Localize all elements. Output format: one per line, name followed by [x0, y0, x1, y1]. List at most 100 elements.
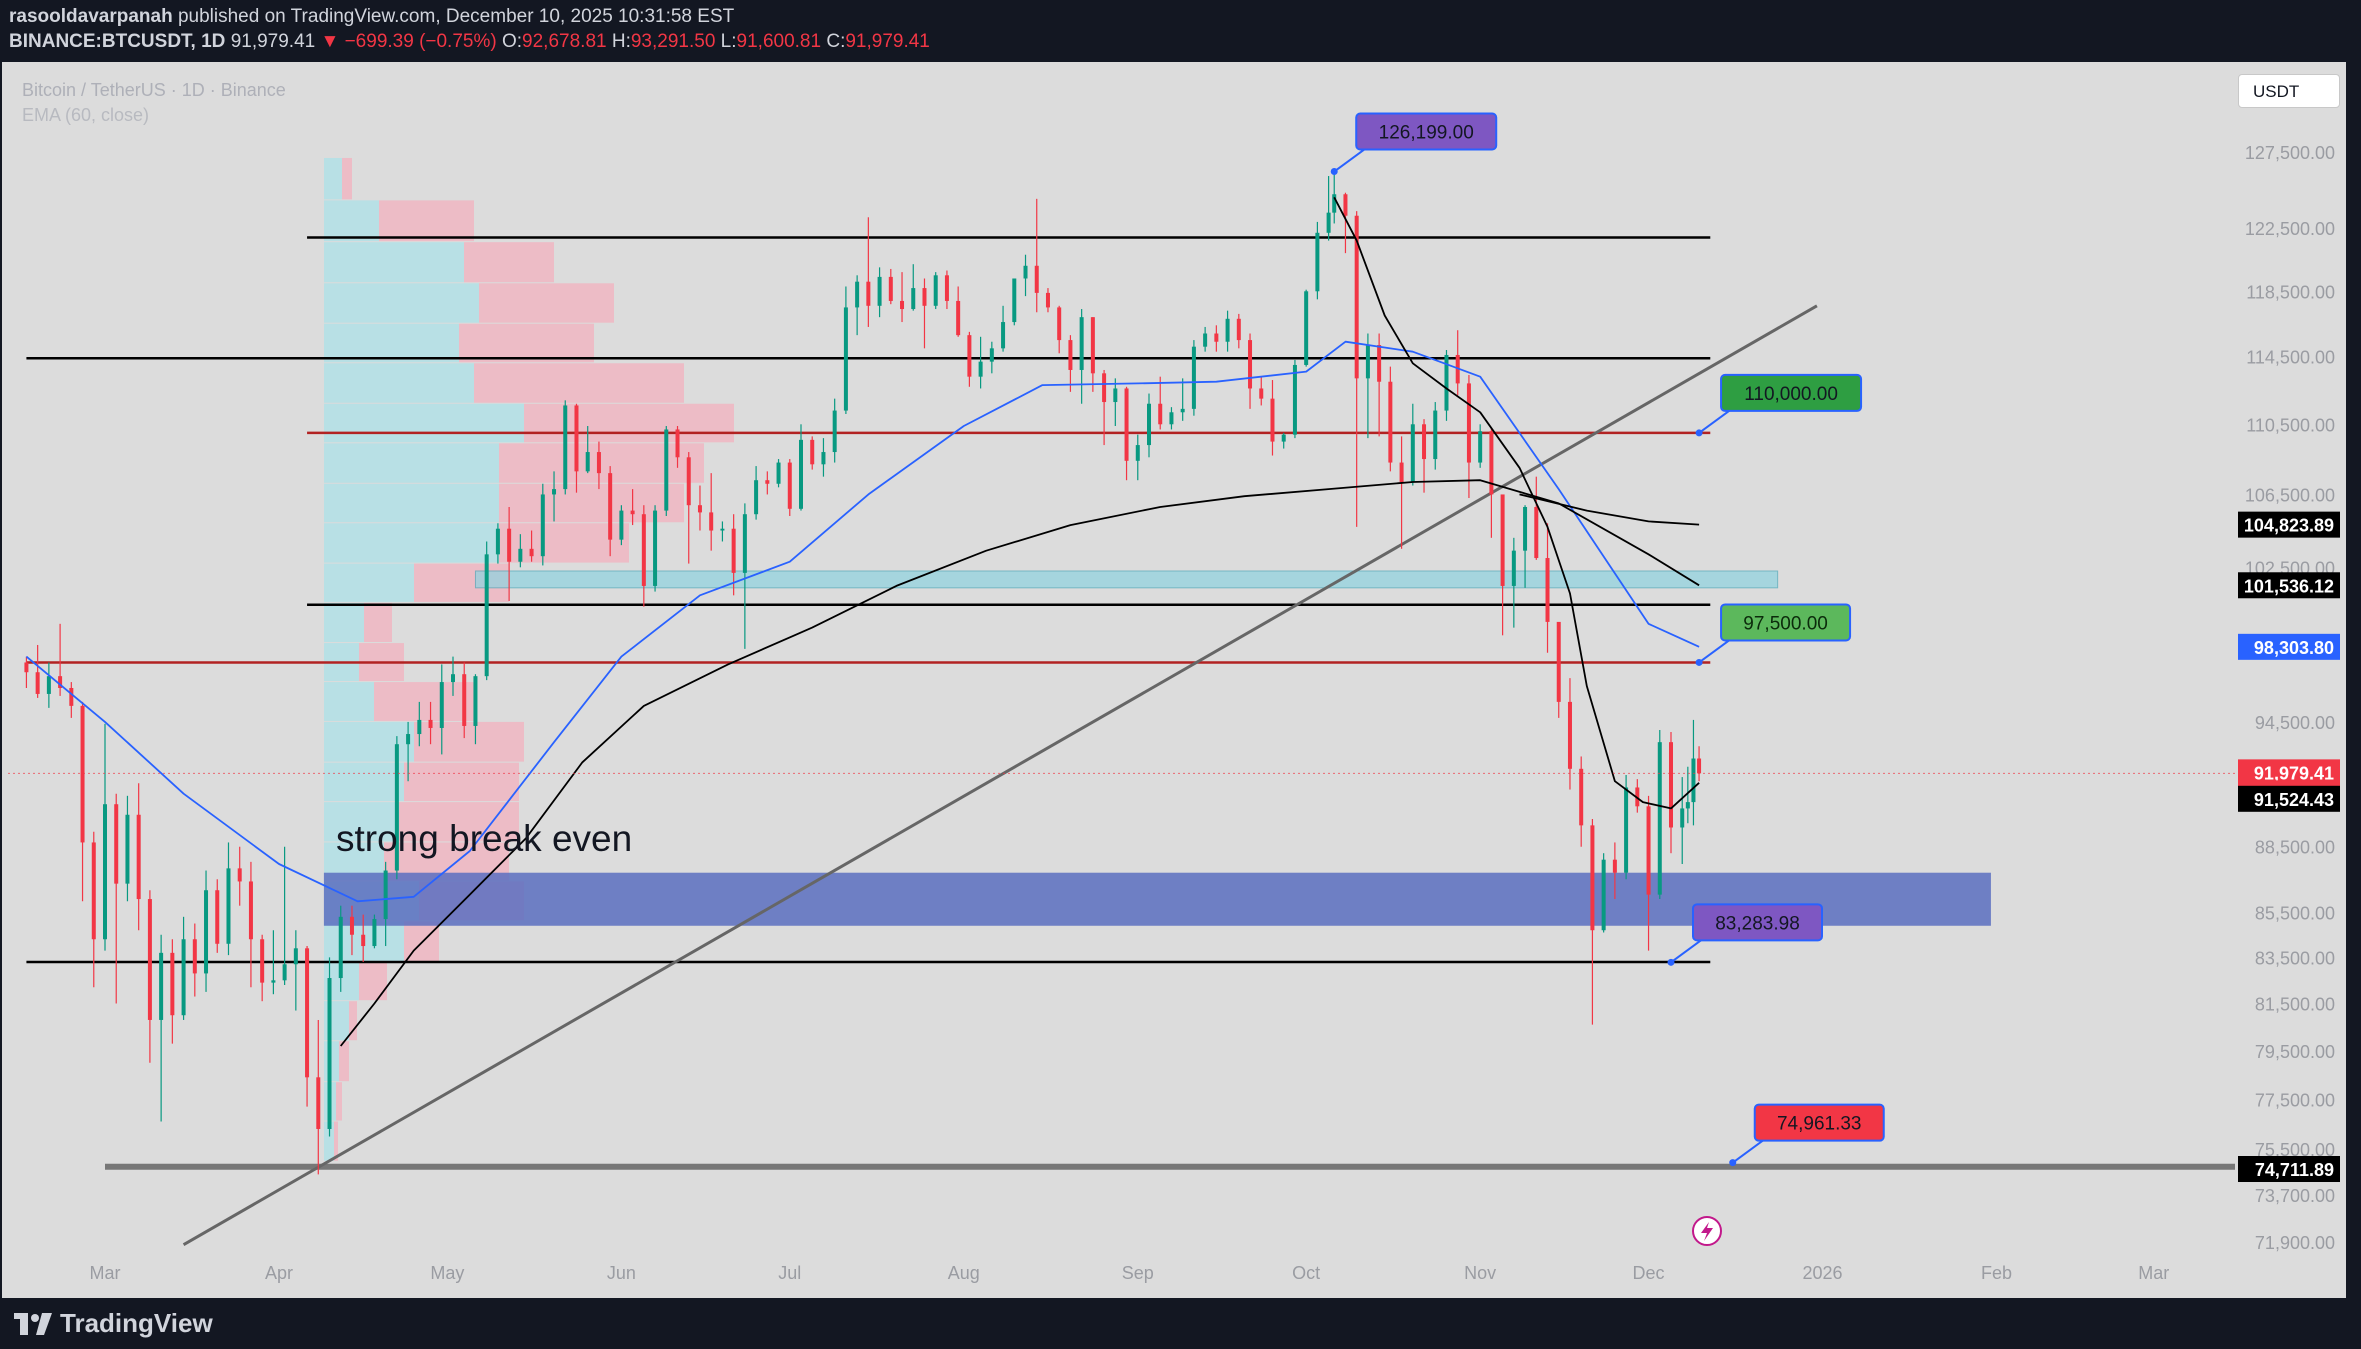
time-axis-tick-label: May — [430, 1263, 464, 1283]
callout-anchor-dot — [1695, 429, 1703, 437]
candle-body — [204, 890, 209, 974]
volume-profile-up-bar — [324, 523, 499, 563]
candle-body — [1236, 318, 1241, 341]
volume-profile-down-bar — [404, 762, 519, 802]
volume-profile-up-bar — [324, 721, 414, 762]
publish-header: rasooldavarpanah published on TradingVie… — [0, 0, 2361, 62]
price-axis-tick-label: 83,500.00 — [2255, 948, 2335, 968]
plot-group: 126,199.00 110,000.00 97,500.00 83,283.98 74… — [8, 112, 2235, 1246]
time-axis-tick-label: Mar — [90, 1263, 121, 1283]
candle-body — [1388, 381, 1393, 463]
publish-info: rasooldavarpanah published on TradingVie… — [9, 6, 734, 28]
currency-button[interactable]: USDT — [2238, 74, 2340, 108]
tradingview-logo-text: TradingView — [60, 1308, 213, 1338]
candle-body — [417, 719, 422, 735]
callout-pointer — [1698, 639, 1730, 664]
volume-profile-up-bar — [324, 403, 524, 443]
callout-box — [1355, 112, 1498, 151]
published-text: published on TradingView.com, December 1… — [177, 6, 735, 27]
candle-body — [653, 510, 658, 586]
volume-profile-down-bar — [374, 682, 474, 721]
volume-profile-up-bar — [324, 157, 342, 200]
moving-average-200-line — [339, 479, 1700, 1047]
candle-body — [1068, 340, 1073, 370]
candle-body — [361, 934, 366, 947]
time-axis-tick-label: Nov — [1464, 1263, 1496, 1283]
chart-legend-ema[interactable]: EMA (60, close) — [22, 105, 150, 125]
price-axis-tag-bg — [2238, 1156, 2340, 1183]
candle-body — [1511, 550, 1516, 586]
candle-body — [821, 452, 826, 465]
volume-profile-down-bar — [349, 1001, 357, 1041]
candle-body — [406, 734, 411, 745]
time-axis-tick-label: Oct — [1292, 1263, 1320, 1283]
candle-body — [742, 514, 747, 573]
price-axis-tag-label: 101,536.12 — [2244, 576, 2334, 596]
candle-body — [810, 439, 815, 465]
candle-body — [1466, 383, 1471, 463]
volume-profile-down-bar — [479, 283, 614, 323]
close-label: C: — [826, 31, 846, 52]
candle-body — [1001, 322, 1006, 349]
candle-body — [80, 705, 85, 843]
candle-body — [349, 916, 354, 935]
volume-profile-up-bar — [324, 200, 379, 242]
candle-body — [46, 676, 51, 694]
candle-body — [832, 410, 837, 453]
price-change: ▼ −699.39 (−0.75%) — [320, 31, 497, 52]
callout-label: 83,283.98 — [1715, 913, 1800, 934]
callout-label: 110,000.00 — [1744, 384, 1838, 405]
strong-break-even-annotation: strong break even — [336, 818, 633, 859]
volume-profile-down-bar — [404, 921, 439, 961]
volume-profile-down-bar — [359, 961, 387, 1001]
candle-body — [1399, 462, 1404, 482]
symbol-label: BINANCE:BTCUSDT, 1D — [9, 31, 226, 52]
author-name[interactable]: rasooldavarpanah — [9, 6, 173, 27]
symbol-ohlc-line: BINANCE:BTCUSDT, 1D 91,979.41 ▼ −699.39 … — [9, 31, 930, 53]
price-axis-tick-label: 77,500.00 — [2255, 1090, 2335, 1110]
price-axis-tick-label: 81,500.00 — [2255, 995, 2335, 1015]
open-value: 92,678.81 — [522, 31, 607, 52]
candle-body — [877, 276, 882, 306]
candle-body — [215, 890, 220, 944]
candle-body — [1315, 232, 1320, 292]
candle-body — [248, 881, 253, 940]
candle-body — [1270, 398, 1275, 442]
candle-body — [1158, 403, 1163, 425]
volume-profile-down-bar — [339, 1041, 349, 1082]
candle-body — [944, 275, 949, 301]
candle-body — [1489, 431, 1494, 495]
volume-profile-up-bar — [324, 283, 479, 323]
candle-body — [1147, 403, 1151, 446]
candle-body — [394, 744, 399, 871]
candle-body — [428, 719, 433, 728]
candle-body — [1669, 742, 1673, 828]
volume-profile-up-bar — [324, 242, 464, 283]
lightning-icon-bolt — [1701, 1222, 1713, 1241]
tradingview-logo[interactable]: TradingView — [14, 1308, 213, 1339]
candle-body — [540, 494, 545, 557]
candle-body — [1365, 345, 1370, 379]
callout-pointer — [1732, 1139, 1764, 1164]
candle-body — [451, 674, 455, 683]
chart-legend-title[interactable]: Bitcoin / TetherUS · 1D · Binance — [22, 80, 286, 100]
candle-body — [630, 510, 635, 515]
price-axis-tag-label: 74,711.89 — [2255, 1160, 2334, 1180]
rising-trendline — [182, 304, 1818, 1246]
time-axis-tick-label: Dec — [1633, 1263, 1665, 1283]
candle-body — [754, 480, 759, 515]
callout-box — [1692, 903, 1823, 942]
callout-label: 126,199.00 — [1379, 123, 1474, 144]
candle-body — [1567, 701, 1572, 769]
callout-anchor-dot — [1729, 1159, 1737, 1167]
candle-body — [170, 952, 175, 1016]
candle-body — [316, 1077, 321, 1129]
candle-body — [147, 899, 152, 1020]
candle-body — [1579, 768, 1584, 826]
price-axis-tick-label: 122,500.00 — [2245, 219, 2335, 239]
candle-body — [1135, 445, 1140, 461]
candle-body — [1057, 307, 1062, 341]
candle-body — [271, 980, 276, 983]
callout-pointer — [1333, 148, 1365, 173]
